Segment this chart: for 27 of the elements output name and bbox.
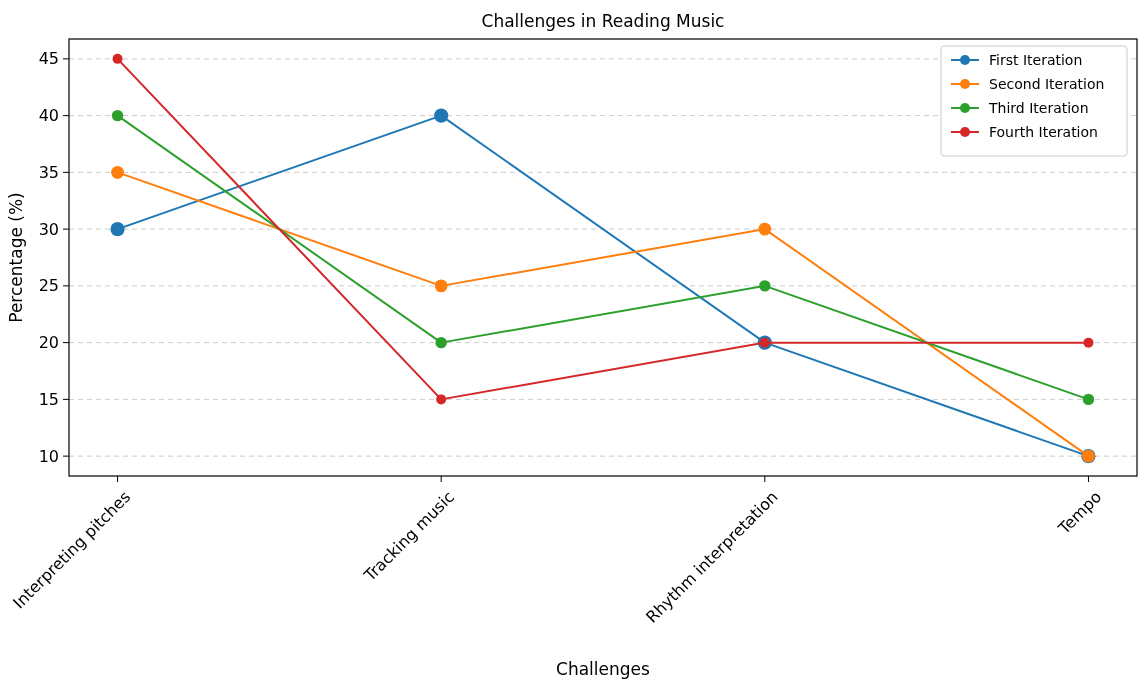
y-tick-label: 20	[38, 333, 59, 353]
point	[112, 53, 123, 64]
y-tick-label: 35	[38, 162, 59, 182]
point	[436, 394, 447, 405]
y-tick-label: 30	[38, 219, 59, 239]
legend-label: Fourth Iteration	[989, 123, 1098, 140]
point	[434, 108, 449, 123]
legend-label: Third Iteration	[988, 99, 1089, 116]
legend-label: Second Iteration	[989, 75, 1105, 92]
point	[1083, 337, 1094, 348]
y-tick-label: 25	[38, 276, 59, 296]
point	[111, 165, 124, 179]
legend-label: First Iteration	[989, 51, 1083, 68]
chart-title: Challenges in Reading Music	[481, 11, 725, 31]
point	[111, 109, 124, 122]
y-tick-label: 40	[38, 106, 59, 126]
point	[434, 279, 448, 293]
y-axis-title: Percentage (%)	[6, 192, 26, 323]
y-tick-label: 45	[38, 49, 59, 69]
point	[759, 280, 771, 292]
point	[758, 222, 772, 236]
y-tick-label: 10	[38, 446, 59, 466]
x-axis-title: Challenges	[556, 659, 651, 679]
point	[435, 336, 447, 349]
point	[110, 222, 125, 237]
y-tick-label: 15	[38, 389, 59, 409]
point	[1082, 393, 1095, 406]
